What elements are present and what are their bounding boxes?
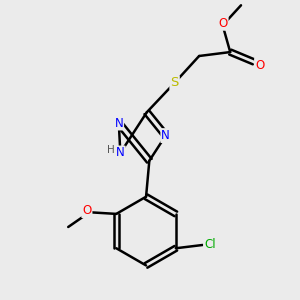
Text: N: N <box>161 129 170 142</box>
Text: O: O <box>82 204 92 217</box>
Text: N: N <box>114 116 123 130</box>
Text: S: S <box>170 76 179 89</box>
Text: N: N <box>116 146 125 160</box>
Text: O: O <box>218 17 228 30</box>
Text: O: O <box>255 59 264 72</box>
Text: H: H <box>107 146 115 155</box>
Text: Cl: Cl <box>204 238 216 251</box>
